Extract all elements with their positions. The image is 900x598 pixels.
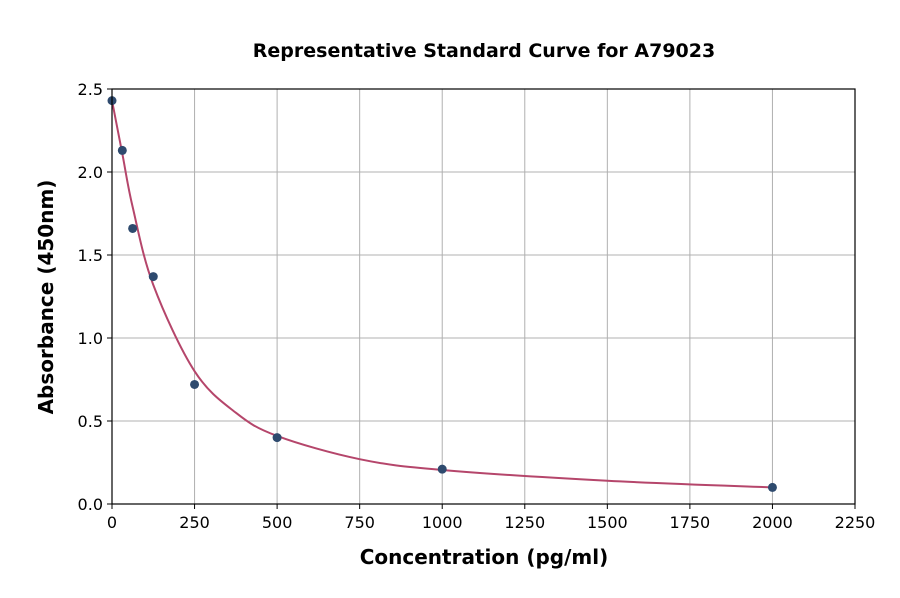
grid	[111, 88, 856, 505]
x-tick-label: 1000	[422, 513, 463, 532]
y-tick-label: 0.5	[78, 412, 103, 431]
data-point	[148, 272, 158, 282]
chart-title: Representative Standard Curve for A79023	[253, 40, 715, 62]
plot-frame	[111, 88, 856, 505]
y-tick-label: 2.0	[78, 163, 103, 182]
x-tick-label: 2000	[752, 513, 793, 532]
x-axis-label: Concentration (pg/ml)	[360, 545, 609, 569]
x-tick-label: 500	[262, 513, 293, 532]
fit-curve-group	[111, 100, 773, 489]
x-tick-label: 750	[344, 513, 375, 532]
y-tick-label: 1.0	[78, 329, 103, 348]
x-tick-label: 250	[179, 513, 210, 532]
data-points	[107, 96, 777, 492]
y-axis-ticks: 0.0 0.5 1.0 1.5 2.0 2.5	[78, 80, 112, 514]
y-tick-label: 2.5	[78, 80, 103, 99]
x-tick-label: 0	[107, 513, 117, 532]
x-tick-label: 1750	[670, 513, 711, 532]
x-tick-label: 1250	[504, 513, 545, 532]
data-point	[128, 223, 138, 233]
data-point	[117, 145, 127, 155]
y-tick-label: 1.5	[78, 246, 103, 265]
x-axis-ticks: 0 250 500 750 1000 1250 1500 1750 2000 2250	[107, 504, 875, 532]
data-point	[272, 433, 282, 443]
y-tick-label: 0.0	[78, 495, 103, 514]
fit-curve-line	[111, 100, 773, 489]
data-point	[190, 379, 200, 389]
data-point	[767, 482, 777, 492]
x-tick-label: 2250	[835, 513, 876, 532]
x-tick-label: 1500	[587, 513, 628, 532]
data-point	[437, 464, 447, 474]
y-axis-label: Absorbance (450nm)	[34, 180, 58, 415]
